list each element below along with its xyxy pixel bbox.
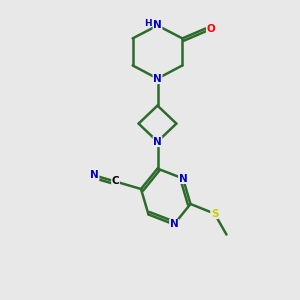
Text: H: H: [144, 19, 152, 28]
Text: S: S: [211, 208, 218, 219]
Text: N: N: [178, 173, 188, 184]
Text: N: N: [169, 219, 178, 230]
Text: N: N: [153, 74, 162, 84]
Text: O: O: [206, 23, 215, 34]
Text: N: N: [90, 170, 99, 181]
Text: N: N: [153, 20, 162, 31]
Text: N: N: [153, 136, 162, 147]
Text: C: C: [112, 176, 119, 187]
